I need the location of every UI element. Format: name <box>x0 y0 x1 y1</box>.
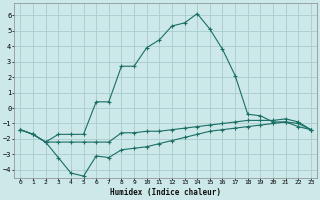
X-axis label: Humidex (Indice chaleur): Humidex (Indice chaleur) <box>110 188 221 197</box>
